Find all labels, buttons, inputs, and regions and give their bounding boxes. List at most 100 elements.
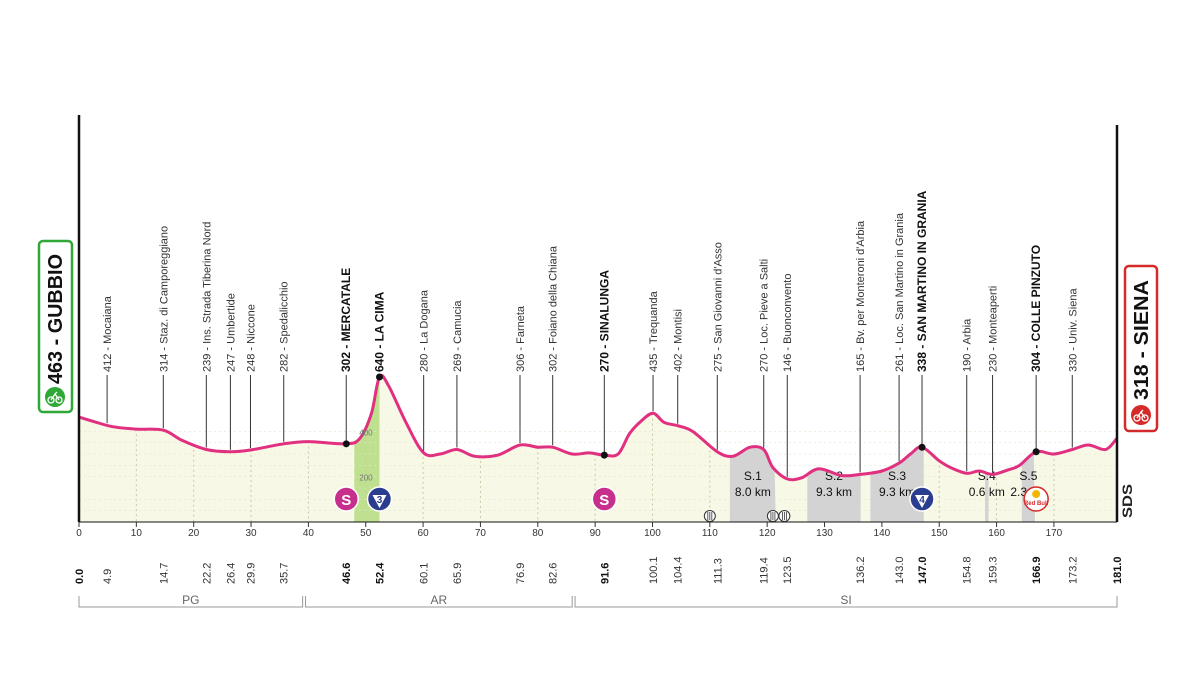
x-tick-label: 10	[131, 528, 143, 539]
start-bike-wheel-left	[47, 396, 55, 404]
waypoint-label: 314 - Staz. di Camporeggiano	[158, 226, 170, 372]
waypoint-label: 435 - Trequanda	[648, 290, 660, 372]
x-tick-label: 130	[816, 528, 833, 539]
km-label: 60.1	[419, 563, 431, 584]
waypoint-label: 248 - Niccone	[245, 304, 257, 372]
km-label: 65.9	[452, 563, 464, 584]
km-label: 100.1	[648, 556, 660, 584]
x-axis-ticks: 0 10 20 30 40 50 60 70 80 90 100 110 120 130 140 150 160…	[76, 522, 1063, 539]
km-labels: 0.0 4.9 14.7 22.2 26.4 29.9 35.7 46.6 52.4 60.1 65…	[74, 556, 1124, 584]
x-tick-label: 70	[475, 528, 487, 539]
gravel-sector-area	[729, 447, 776, 522]
sprint-badge-label: S	[341, 492, 351, 509]
km-label: 154.8	[962, 556, 974, 584]
gravel-sector-length: 0.6 km	[969, 485, 1005, 499]
kom-badge-triangle	[372, 495, 387, 508]
km-label: 111.3	[712, 558, 724, 584]
x-tick-label: 30	[245, 528, 257, 539]
gravel-sector-name: S.1	[744, 469, 762, 483]
province-label: SI	[840, 593, 851, 607]
gravel-sector-area	[807, 468, 861, 522]
waypoint-label: 247 - Umbertide	[225, 293, 237, 372]
km-label: 159.3	[988, 556, 1000, 584]
gravel-sector-length: 9.3 km	[816, 485, 852, 499]
waypoint-label: 190 - Arbia	[962, 318, 974, 372]
sprint-badge	[333, 486, 359, 512]
y-tick-label: 200	[359, 474, 373, 483]
x-tick-label: 20	[188, 528, 200, 539]
km-label: 166.9	[1031, 556, 1043, 584]
x-tick-label: 0	[76, 528, 82, 539]
x-tick-label: 60	[418, 528, 430, 539]
waypoint-label: 306 - Farneta	[515, 305, 527, 372]
start-box	[37, 239, 74, 414]
x-tick-label: 110	[702, 528, 718, 539]
km-label: 29.9	[245, 563, 257, 584]
km-label: 76.9	[515, 563, 527, 584]
redbull-badge-label: Red Bull	[1024, 501, 1049, 507]
waypoint-label: 330 - Univ. Siena	[1067, 288, 1079, 372]
km-label: 26.4	[225, 563, 237, 584]
start-text: 463 - GUBBIO	[45, 254, 67, 384]
province-label: PG	[182, 593, 199, 607]
waypoint-label: 165 - Bv. per Monteroni d'Arbia	[855, 220, 867, 372]
redbull-sun	[1032, 490, 1041, 498]
waypoint-dot	[376, 373, 384, 381]
waypoints: 412 - Mocaiana 314 - Staz. di Camporeggia…	[102, 190, 1079, 477]
km-label: 136.2	[855, 556, 867, 584]
markers: S 3 S 4 Red Bull	[333, 486, 1049, 522]
km-label: 104.4	[673, 556, 685, 584]
km-label: 22.2	[201, 563, 213, 584]
x-tick-label: 160	[988, 528, 1005, 539]
km-label: 0.0	[74, 569, 86, 584]
finish-label: 318 - SIENA	[1123, 264, 1159, 433]
gravel-sector-name: S.5	[1019, 469, 1037, 483]
province-label: AR	[431, 593, 448, 607]
axes	[77, 115, 1119, 523]
kom-badge-label: 3	[377, 495, 383, 506]
x-tick-label: 90	[590, 528, 602, 539]
waypoint-label: 640 - LA CIMA	[373, 291, 387, 372]
waypoint-label: 282 - Spedalicchio	[279, 281, 291, 372]
start-label: 463 - GUBBIO	[37, 239, 74, 414]
km-label: 46.6	[341, 563, 353, 584]
finish-box	[1123, 264, 1159, 433]
km-label: 123.5	[782, 556, 794, 584]
waypoint-label: 230 - Monteaperti	[988, 286, 1000, 372]
waypoint-label: 270 - Loc. Pieve a Salti	[759, 259, 771, 372]
waypoint-label: 412 - Mocaiana	[102, 295, 114, 372]
x-tick-label: 40	[303, 528, 315, 539]
x-tick-label: 100	[644, 528, 661, 539]
provinces: PG AR SI	[78, 593, 1118, 608]
sprint-badge	[591, 486, 618, 512]
province-bracket	[574, 596, 1118, 608]
waypoint-dot	[918, 443, 926, 451]
waypoint-label: 280 - La Dogana	[419, 289, 431, 372]
km-label: 35.7	[279, 563, 291, 584]
waypoint-label: 302 - MERCATALE	[339, 268, 353, 372]
sprint-badge-label: S	[599, 492, 609, 509]
waypoint-label: 239 - Ins. Strada Tiberina Nord	[201, 222, 213, 372]
km-label: 147.0	[917, 556, 929, 584]
km-label: 91.6	[599, 563, 611, 584]
x-tick-label: 80	[532, 528, 544, 539]
gravel-sector-length: 9.3 km	[879, 485, 915, 499]
profile-line	[78, 373, 1119, 482]
waypoint-label: 275 - San Giovanni d'Asso	[712, 242, 724, 372]
km-label: 173.2	[1067, 556, 1079, 584]
start-bike-icon	[45, 387, 65, 407]
gravel-sector-area	[985, 472, 989, 522]
province-bracket	[305, 596, 573, 608]
kom-badge-triangle	[915, 495, 930, 508]
climb-highlight-area	[354, 377, 380, 522]
redbull-badge	[1023, 486, 1049, 512]
finish-bike-wheel-left	[1133, 414, 1141, 422]
gravel-sector-length: 8.0 km	[735, 485, 771, 499]
x-tick-label: 170	[1046, 528, 1063, 539]
km-label: 119.4	[759, 557, 771, 584]
waypoint-label: 270 - SINALUNGA	[597, 270, 611, 372]
waypoint-dot	[1032, 448, 1040, 456]
profile-line-layer: 200 400	[78, 373, 1119, 483]
km-label: 4.9	[102, 569, 114, 584]
